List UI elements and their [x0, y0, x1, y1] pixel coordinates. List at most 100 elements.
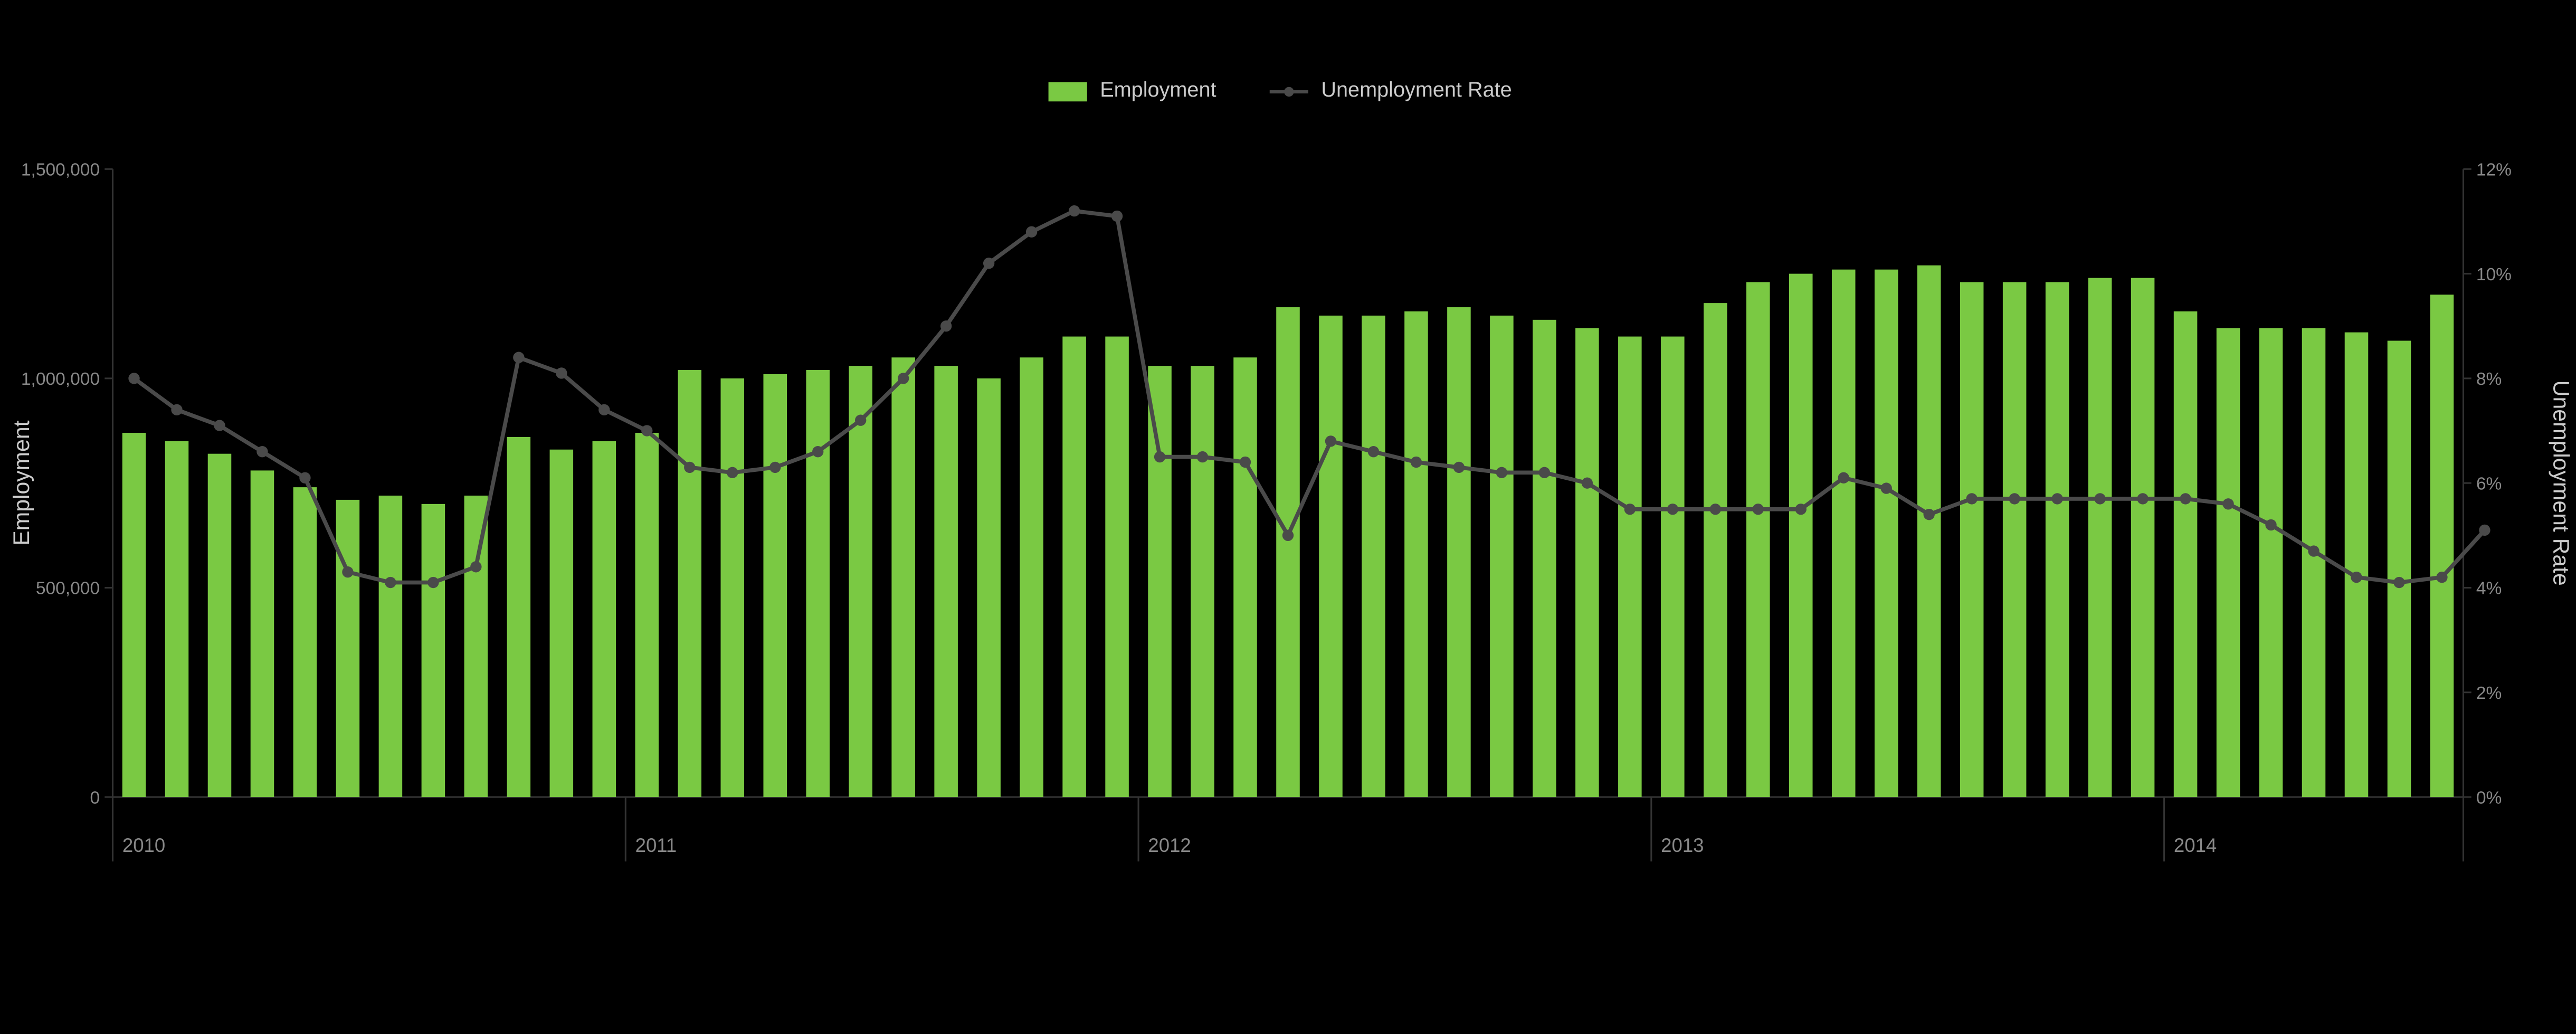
bar — [635, 433, 659, 797]
line-marker — [1496, 467, 1507, 478]
ytick-right-label: 10% — [2476, 265, 2512, 284]
line-marker — [769, 462, 781, 473]
bar — [1490, 316, 1514, 797]
bar — [2174, 311, 2198, 797]
bar — [1191, 366, 1214, 797]
line-marker — [1026, 226, 1037, 238]
line-marker — [727, 467, 738, 478]
line-marker — [2222, 498, 2233, 509]
line-marker — [214, 420, 225, 431]
bar — [1832, 270, 1856, 797]
chart-container: Employment Unemployment Rate 0 500,000 1,000… — [0, 0, 2576, 1034]
line-marker — [641, 425, 652, 436]
xtick-label: 2014 — [2174, 834, 2217, 856]
ytick-left-label: 0 — [90, 788, 100, 808]
y-axis-right-label: Unemployment Rate — [2548, 381, 2573, 586]
bar — [2003, 282, 2027, 797]
bar — [1917, 265, 1941, 797]
line-marker — [256, 446, 268, 457]
bar — [593, 441, 616, 797]
line-marker — [1282, 530, 1294, 541]
line-marker — [2393, 577, 2404, 588]
bar — [1447, 307, 1471, 797]
line-marker — [2265, 519, 2276, 530]
bar — [422, 504, 445, 797]
line-marker — [1624, 504, 1636, 515]
line-marker — [128, 373, 139, 384]
ytick-left-label: 1,000,000 — [21, 369, 100, 389]
bar — [208, 454, 232, 797]
y-axis-left-label: Employment — [9, 420, 34, 545]
line-marker — [855, 415, 866, 426]
line-marker — [2351, 572, 2362, 583]
bar — [1533, 320, 1556, 797]
ytick-left-label: 500,000 — [36, 579, 100, 599]
bar — [891, 357, 915, 797]
bar — [293, 487, 317, 797]
line-marker — [299, 472, 310, 483]
line-marker — [2009, 493, 2020, 504]
bar — [550, 450, 574, 797]
xtick-label: 2010 — [122, 834, 165, 856]
bar — [2259, 328, 2283, 797]
line-marker — [812, 446, 823, 457]
bar — [1746, 282, 1770, 797]
bar — [678, 370, 702, 797]
line-marker — [1325, 435, 1336, 447]
bar — [2302, 328, 2326, 797]
legend-marker-1 — [1284, 87, 1294, 97]
xtick-label: 2012 — [1148, 834, 1191, 856]
line-marker — [1881, 482, 1892, 494]
bar — [464, 496, 488, 797]
line-marker — [1838, 472, 1849, 483]
line-marker — [1966, 493, 1977, 504]
bar — [1233, 357, 1257, 797]
ytick-right-label: 6% — [2476, 474, 2502, 494]
legend-label-0: Employment — [1100, 78, 1216, 101]
bar — [2131, 278, 2155, 798]
bar — [849, 366, 872, 797]
bar — [1704, 303, 1727, 797]
line-marker — [940, 320, 952, 331]
line-marker — [1667, 504, 1678, 515]
line-marker — [1411, 457, 1422, 468]
ytick-right-label: 4% — [2476, 579, 2502, 599]
ytick-right-label: 12% — [2476, 160, 2512, 180]
line-marker — [342, 566, 353, 577]
line-marker — [2479, 525, 2490, 536]
bar — [934, 366, 958, 797]
bar — [1960, 282, 1984, 797]
bar — [2217, 328, 2240, 797]
bar — [1362, 316, 1385, 797]
bar — [2088, 278, 2112, 798]
xtick-label: 2011 — [635, 834, 677, 856]
line-marker — [1753, 504, 1764, 515]
bar — [2388, 341, 2411, 798]
bar — [165, 441, 189, 797]
bar — [1789, 274, 1813, 797]
bar — [1875, 270, 1898, 797]
chart-svg: Employment Unemployment Rate 0 500,000 1,000… — [0, 0, 2576, 1034]
ytick-right-label: 2% — [2476, 684, 2502, 703]
line-marker — [385, 577, 396, 588]
line-marker — [1453, 462, 1465, 473]
bar — [763, 374, 787, 797]
line-marker — [983, 258, 994, 269]
line-marker — [1197, 451, 1208, 462]
bar — [2046, 282, 2069, 797]
bar — [1276, 307, 1300, 797]
bar — [2430, 295, 2454, 797]
line-marker — [171, 404, 182, 415]
ytick-left-label: 1,500,000 — [21, 160, 100, 180]
xtick-label: 2013 — [1661, 834, 1704, 856]
line-marker — [427, 577, 439, 588]
bar — [1020, 357, 1043, 797]
bar — [507, 437, 531, 797]
bar — [1105, 337, 1129, 797]
line-marker — [1582, 478, 1593, 489]
line-marker — [2180, 493, 2191, 504]
bar — [1062, 337, 1086, 797]
line-marker — [2308, 545, 2319, 556]
line-marker — [2094, 493, 2105, 504]
bar — [1618, 337, 1642, 797]
